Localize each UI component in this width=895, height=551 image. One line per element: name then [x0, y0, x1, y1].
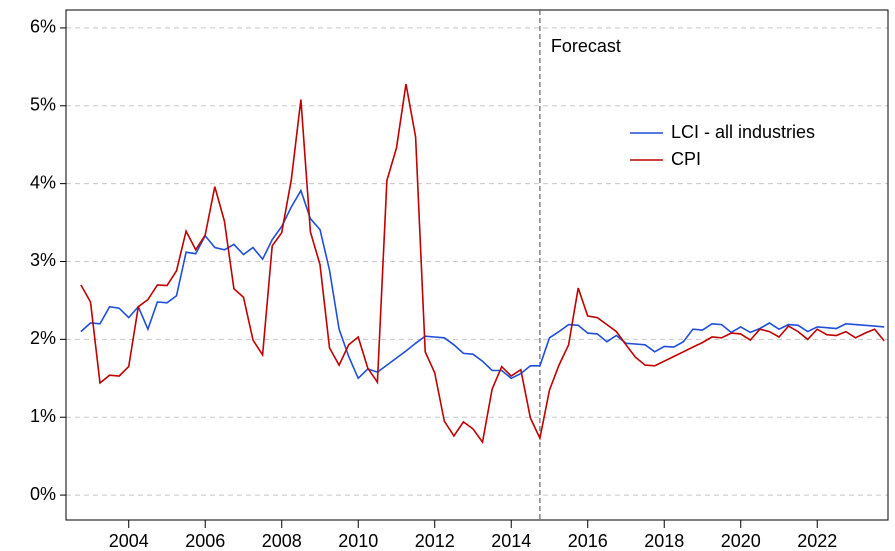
series-line: [80, 188, 885, 380]
y-tick-label: 5%: [30, 95, 56, 115]
x-tick-label: 2022: [797, 531, 837, 551]
annotation: Forecast: [551, 36, 621, 56]
x-tick-label: 2018: [644, 531, 684, 551]
legend-label: CPI: [671, 149, 701, 169]
x-tick-label: 2008: [262, 531, 302, 551]
y-tick-label: 3%: [30, 250, 56, 270]
x-tick-label: 2006: [185, 531, 225, 551]
x-tick-label: 2004: [109, 531, 149, 551]
y-tick-label: 6%: [30, 17, 56, 37]
x-tick-label: 2014: [491, 531, 531, 551]
plot-frame: [65, 9, 889, 521]
y-tick-label: 2%: [30, 328, 56, 348]
x-tick-label: 2012: [415, 531, 455, 551]
y-tick-label: 0%: [30, 484, 56, 504]
series-line: [80, 83, 885, 445]
x-tick-label: 2020: [721, 531, 761, 551]
x-tick-label: 2016: [568, 531, 608, 551]
y-tick-label: 1%: [30, 406, 56, 426]
y-tick-label: 4%: [30, 172, 56, 192]
x-tick-label: 2010: [338, 531, 378, 551]
legend-label: LCI - all industries: [671, 122, 815, 142]
